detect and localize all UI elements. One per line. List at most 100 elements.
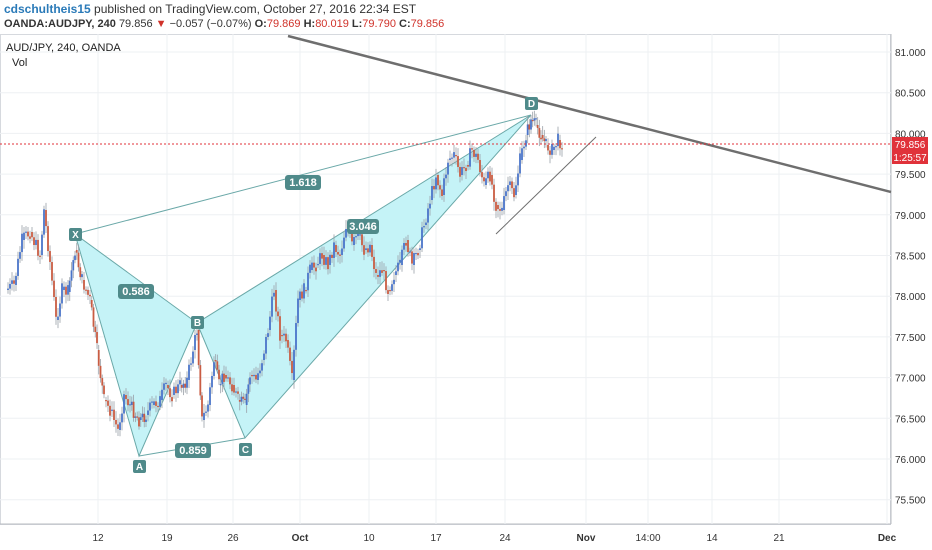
candle-body <box>495 201 497 211</box>
candle-body <box>517 173 519 186</box>
candle-body <box>271 296 273 317</box>
candle-body <box>11 280 13 284</box>
candle-body <box>253 374 255 377</box>
candle-body <box>45 210 47 227</box>
candle-body <box>365 248 367 250</box>
candle-body <box>435 177 437 190</box>
support-trend-line[interactable] <box>495 136 597 235</box>
candle-body <box>273 292 275 297</box>
candle-body <box>555 146 557 148</box>
time-tick-label: 14:00 <box>635 533 660 544</box>
candle-body <box>233 385 235 393</box>
candle-body <box>182 383 185 388</box>
candle-body <box>39 255 41 257</box>
low-value: 79.790 <box>362 18 396 30</box>
candle-body <box>353 237 355 245</box>
candle-body <box>397 262 399 272</box>
time-tick-label: 12 <box>92 533 104 544</box>
candle-body <box>317 263 319 266</box>
candle-body <box>197 330 200 366</box>
ratio-label-0586: 0.586 <box>118 284 154 299</box>
candle-body <box>180 385 183 388</box>
resistance-trend-line[interactable] <box>287 34 892 194</box>
candle-body <box>111 409 113 411</box>
price-tick-label: 81.000 <box>895 48 926 59</box>
candle-body <box>411 251 413 264</box>
candle-body <box>68 280 71 292</box>
candle-body <box>283 333 285 336</box>
candles-layer <box>7 110 563 437</box>
candle-body <box>509 181 511 185</box>
candle-body <box>463 167 465 169</box>
price-chart[interactable]: 81.000 80.500 80.000 79.500 79.000 78.500 78.0… <box>0 34 932 550</box>
candle-body <box>33 237 35 246</box>
time-tick-label: 21 <box>773 533 785 544</box>
candle-body <box>323 255 325 265</box>
candle-body <box>319 253 321 264</box>
candle-body <box>373 256 375 270</box>
candle-body <box>429 203 431 209</box>
price-tick-label: 78.500 <box>895 252 926 263</box>
price-tick-label: 77.500 <box>895 333 926 344</box>
candle-body <box>405 243 407 246</box>
candle-body <box>143 413 146 422</box>
publish-info: published on TradingView.com, October 27… <box>94 2 417 16</box>
time-tick-label: 19 <box>161 533 173 544</box>
candle-body <box>211 375 213 388</box>
candle-body <box>287 340 289 348</box>
candle-body <box>465 167 467 172</box>
candle-body <box>43 209 45 235</box>
candle-body <box>221 373 224 385</box>
ratio-label-0859: 0.859 <box>175 443 211 458</box>
candle-body <box>27 231 29 237</box>
candle-body <box>190 363 192 365</box>
candle-body <box>473 150 475 157</box>
candle-body <box>175 386 177 394</box>
candle-body <box>238 400 241 402</box>
candle-body <box>255 374 257 380</box>
candle-body <box>223 373 225 382</box>
price-tick-label: 77.000 <box>895 374 926 385</box>
candle-body <box>218 369 220 380</box>
candle-body <box>138 417 140 427</box>
ratio-label-1618: 1.618 <box>285 175 321 190</box>
candle-body <box>547 145 549 151</box>
candle-body <box>99 365 102 379</box>
point-label-d: D <box>525 97 538 110</box>
candle-body <box>439 185 441 190</box>
candle-body <box>383 270 385 272</box>
point-d-bg <box>525 97 538 110</box>
candle-body <box>123 394 125 414</box>
countdown-tag-text: 1:25:57 <box>893 153 927 164</box>
candle-body <box>407 240 409 253</box>
candle-body <box>391 284 393 291</box>
point-b-bg <box>191 316 204 329</box>
candle-body <box>497 205 499 210</box>
price-tick-label: 80.000 <box>895 129 926 140</box>
candle-body <box>471 148 473 150</box>
candle-body <box>113 409 115 420</box>
candle-body <box>449 158 451 160</box>
candle-body <box>74 255 76 261</box>
candle-body <box>491 175 493 185</box>
candle-body <box>541 135 544 139</box>
ratio-0586-bg <box>118 284 154 299</box>
candle-body <box>109 405 111 416</box>
candle-body <box>216 361 219 370</box>
candle-body <box>259 370 261 374</box>
candle-body <box>427 208 429 223</box>
candle-body <box>237 391 239 394</box>
candle-body <box>511 181 513 189</box>
candle-body <box>247 384 250 394</box>
candle-body <box>399 259 401 263</box>
candle-body <box>409 251 411 253</box>
candle-body <box>291 360 293 374</box>
candle-body <box>179 380 181 385</box>
candle-body <box>333 242 335 258</box>
candle-body <box>163 383 165 390</box>
candle-body <box>339 254 341 256</box>
point-label-x: X <box>69 228 82 241</box>
author-link[interactable]: cdschultheis15 <box>4 2 91 16</box>
candle-body <box>87 289 89 295</box>
candle-body <box>63 286 65 290</box>
